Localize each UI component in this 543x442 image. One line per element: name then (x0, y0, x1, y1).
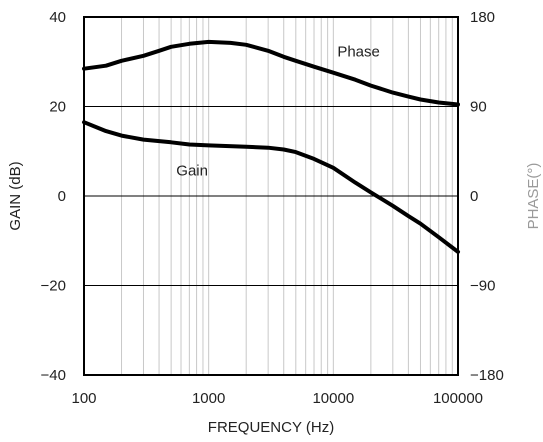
right-y-axis-title: PHASE(°) (525, 163, 542, 230)
right-tick-label: −180 (470, 367, 504, 384)
right-tick-label: 0 (470, 188, 478, 205)
phase-series-label: Phase (337, 44, 380, 61)
right-tick-labels: 180 90 0 −90 −180 (470, 9, 504, 384)
plot-frame (83, 16, 459, 376)
x-tick-label: 10000 (312, 390, 354, 407)
left-tick-label: −40 (41, 367, 66, 384)
x-tick-label: 1000 (192, 390, 225, 407)
horizontal-grid (84, 106, 458, 286)
left-tick-label: 20 (49, 99, 66, 116)
right-tick-label: −90 (470, 278, 495, 295)
series-line-gain (82, 120, 460, 254)
right-tick-label: 90 (470, 99, 487, 116)
left-tick-label: 40 (49, 9, 66, 26)
series-layer (82, 39, 460, 254)
left-tick-labels: 40 20 0 −20 −40 (41, 9, 66, 384)
x-axis-title: FREQUENCY (Hz) (208, 419, 334, 436)
x-tick-labels: 100 1000 10000 100000 (71, 390, 483, 407)
left-tick-label: −20 (41, 278, 66, 295)
left-y-axis-title: GAIN (dB) (7, 161, 24, 230)
series-line-phase (82, 39, 460, 107)
left-tick-label: 0 (58, 188, 66, 205)
right-tick-label: 180 (470, 9, 495, 26)
gain-series-label: Gain (176, 162, 208, 179)
x-tick-label: 100000 (433, 390, 483, 407)
x-tick-label: 100 (71, 390, 96, 407)
